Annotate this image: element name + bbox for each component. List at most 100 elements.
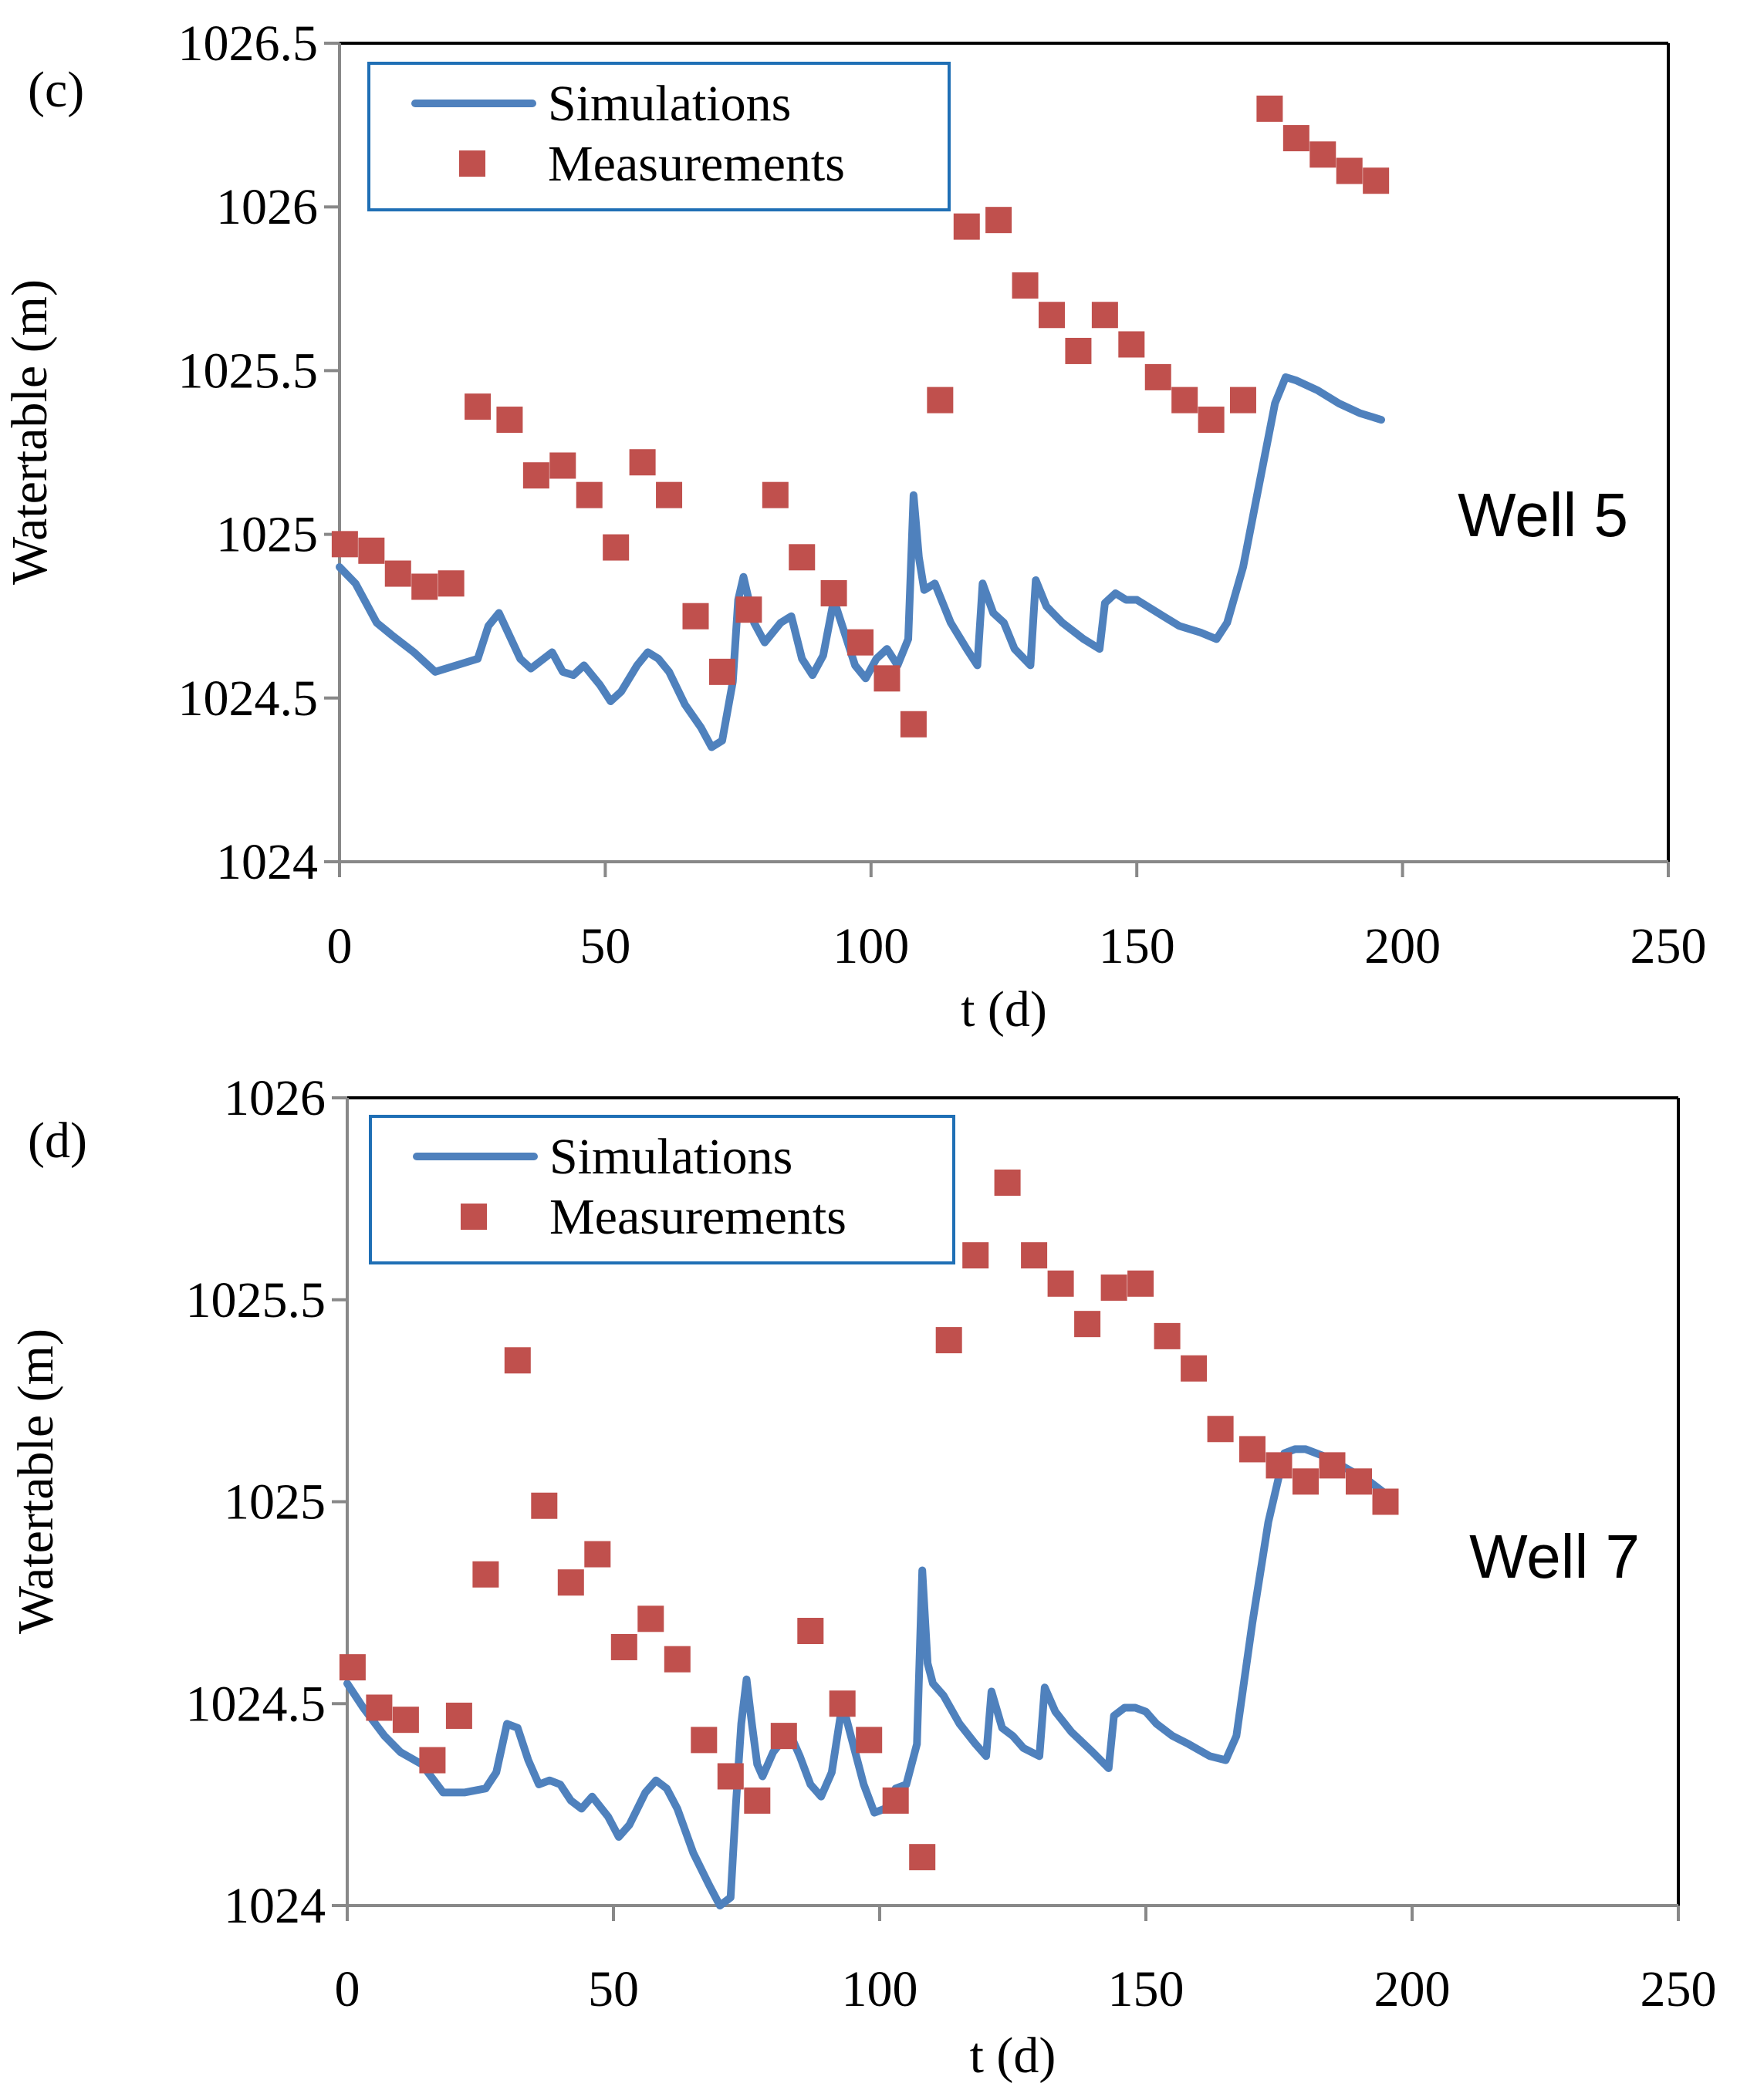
legend-box: [369, 1115, 955, 1264]
measurement-point: [882, 1787, 909, 1814]
measurement-point: [1336, 157, 1363, 184]
legend-measurement-label: Measurements: [549, 1189, 846, 1245]
measurement-point: [1372, 1488, 1399, 1515]
measurement-point: [549, 452, 576, 479]
x-tick-label: 50: [588, 1961, 639, 2017]
measurement-point: [1154, 1322, 1181, 1349]
measurement-point: [1127, 1270, 1154, 1297]
x-tick-label: 0: [335, 1961, 360, 2017]
x-tick-label: 100: [842, 1961, 918, 2017]
simulation-line: [336, 373, 1385, 751]
measurement-point: [708, 658, 735, 685]
y-tick-label: 1025.5: [178, 343, 319, 399]
measurement-point: [1171, 387, 1198, 414]
measurement-point: [1256, 95, 1283, 122]
x-tick-label: 200: [1374, 1961, 1451, 2017]
measurement-point: [331, 531, 358, 558]
y-tick-label: 1024.5: [178, 670, 319, 727]
measurement-point: [496, 407, 523, 434]
measurement-point: [1074, 1311, 1101, 1338]
measurement-point: [1207, 1416, 1234, 1443]
measurement-point: [829, 1690, 856, 1717]
measurement-point: [985, 207, 1012, 234]
measurement-point: [762, 481, 789, 508]
measurement-point: [1038, 302, 1065, 329]
measurement-point: [900, 711, 927, 738]
x-tick-label: 150: [1108, 1961, 1184, 2017]
panel-label: (c): [28, 62, 84, 118]
chart-panel-well-5: 1024 1024.5 1025 1025.5 1026 1026.5 0 50 100 150 2…: [2, 15, 1707, 1038]
measurement-point: [504, 1347, 531, 1374]
y-axis-title: Watertable (m): [8, 1329, 64, 1634]
measurement-point: [603, 534, 630, 561]
measurement-point: [531, 1492, 558, 1519]
x-tick-label: 200: [1364, 918, 1441, 974]
measurement-point: [384, 560, 411, 587]
y-tick-label: 1025.5: [186, 1272, 326, 1329]
measurement-point: [1282, 125, 1309, 152]
measurement-point: [445, 1702, 472, 1729]
simulation-line: [343, 1445, 1395, 1909]
chart-panel-well-7: 1024 1024.5 1025 1025.5 1026 0 50 100 150 200 250 t…: [8, 1070, 1717, 2084]
y-tick-label: 1025: [224, 1474, 326, 1531]
y-tick-label: 1026.5: [178, 15, 319, 72]
legend-measurement-label: Measurements: [548, 136, 845, 192]
measurement-point: [682, 603, 709, 630]
x-tick-label: 250: [1630, 918, 1707, 974]
measurement-point: [1118, 331, 1145, 358]
measurement-point: [465, 393, 492, 420]
measurement-point: [1319, 1452, 1346, 1479]
legend-simulation-label: Simulations: [548, 76, 791, 132]
measurement-point: [856, 1727, 883, 1754]
measurement-point: [584, 1541, 611, 1568]
x-tick-label: 100: [833, 918, 909, 974]
x-axis-title: t (d): [970, 2027, 1056, 2084]
x-tick-label: 250: [1641, 1961, 1717, 2017]
measurement-point: [1021, 1242, 1048, 1269]
measurement-point: [994, 1169, 1021, 1196]
well-annotation: Well 5: [1458, 481, 1628, 549]
measurement-point: [411, 573, 438, 600]
measurement-point: [1346, 1468, 1372, 1495]
measurement-point: [472, 1561, 499, 1588]
measurement-point: [874, 665, 901, 692]
x-axis-title: t (d): [961, 981, 1047, 1038]
measurement-point: [557, 1569, 584, 1596]
measurement-point: [1100, 1275, 1127, 1302]
measurement-point: [366, 1694, 393, 1721]
measurement-point: [522, 462, 549, 489]
panel-label: (d): [28, 1112, 87, 1169]
measurement-point: [358, 537, 385, 564]
measurement-point: [770, 1723, 797, 1750]
measurement-point: [637, 1605, 664, 1632]
y-tick-label: 1025: [216, 507, 318, 563]
measurement-point: [1265, 1452, 1293, 1479]
measurement-point: [664, 1646, 691, 1673]
x-tick-label: 150: [1099, 918, 1175, 974]
measurement-point: [847, 629, 874, 656]
measurement-point: [1181, 1355, 1208, 1382]
y-tick-label: 1024.5: [186, 1676, 326, 1732]
measurement-point: [576, 481, 603, 508]
measurement-point: [1198, 407, 1225, 434]
measurement-point: [1363, 167, 1390, 194]
measurement-point: [1144, 363, 1171, 390]
measurement-point: [789, 544, 816, 571]
measurement-point: [656, 481, 683, 508]
y-tick-label: 1026: [224, 1070, 326, 1126]
measurement-point: [797, 1618, 824, 1645]
measurement-point: [339, 1654, 366, 1681]
measurement-point: [419, 1747, 446, 1774]
measurement-point: [909, 1844, 936, 1871]
measurement-point: [935, 1327, 962, 1354]
measurement-point: [820, 579, 847, 606]
x-tick-label: 0: [327, 918, 353, 974]
well-annotation: Well 7: [1469, 1522, 1640, 1591]
measurement-point: [1012, 272, 1039, 299]
legend-measurement-swatch: [461, 1204, 487, 1230]
measurement-point: [1229, 387, 1256, 414]
legend-simulation-label: Simulations: [549, 1129, 792, 1185]
measurement-point: [1309, 141, 1336, 168]
y-tick-label: 1026: [216, 179, 318, 235]
